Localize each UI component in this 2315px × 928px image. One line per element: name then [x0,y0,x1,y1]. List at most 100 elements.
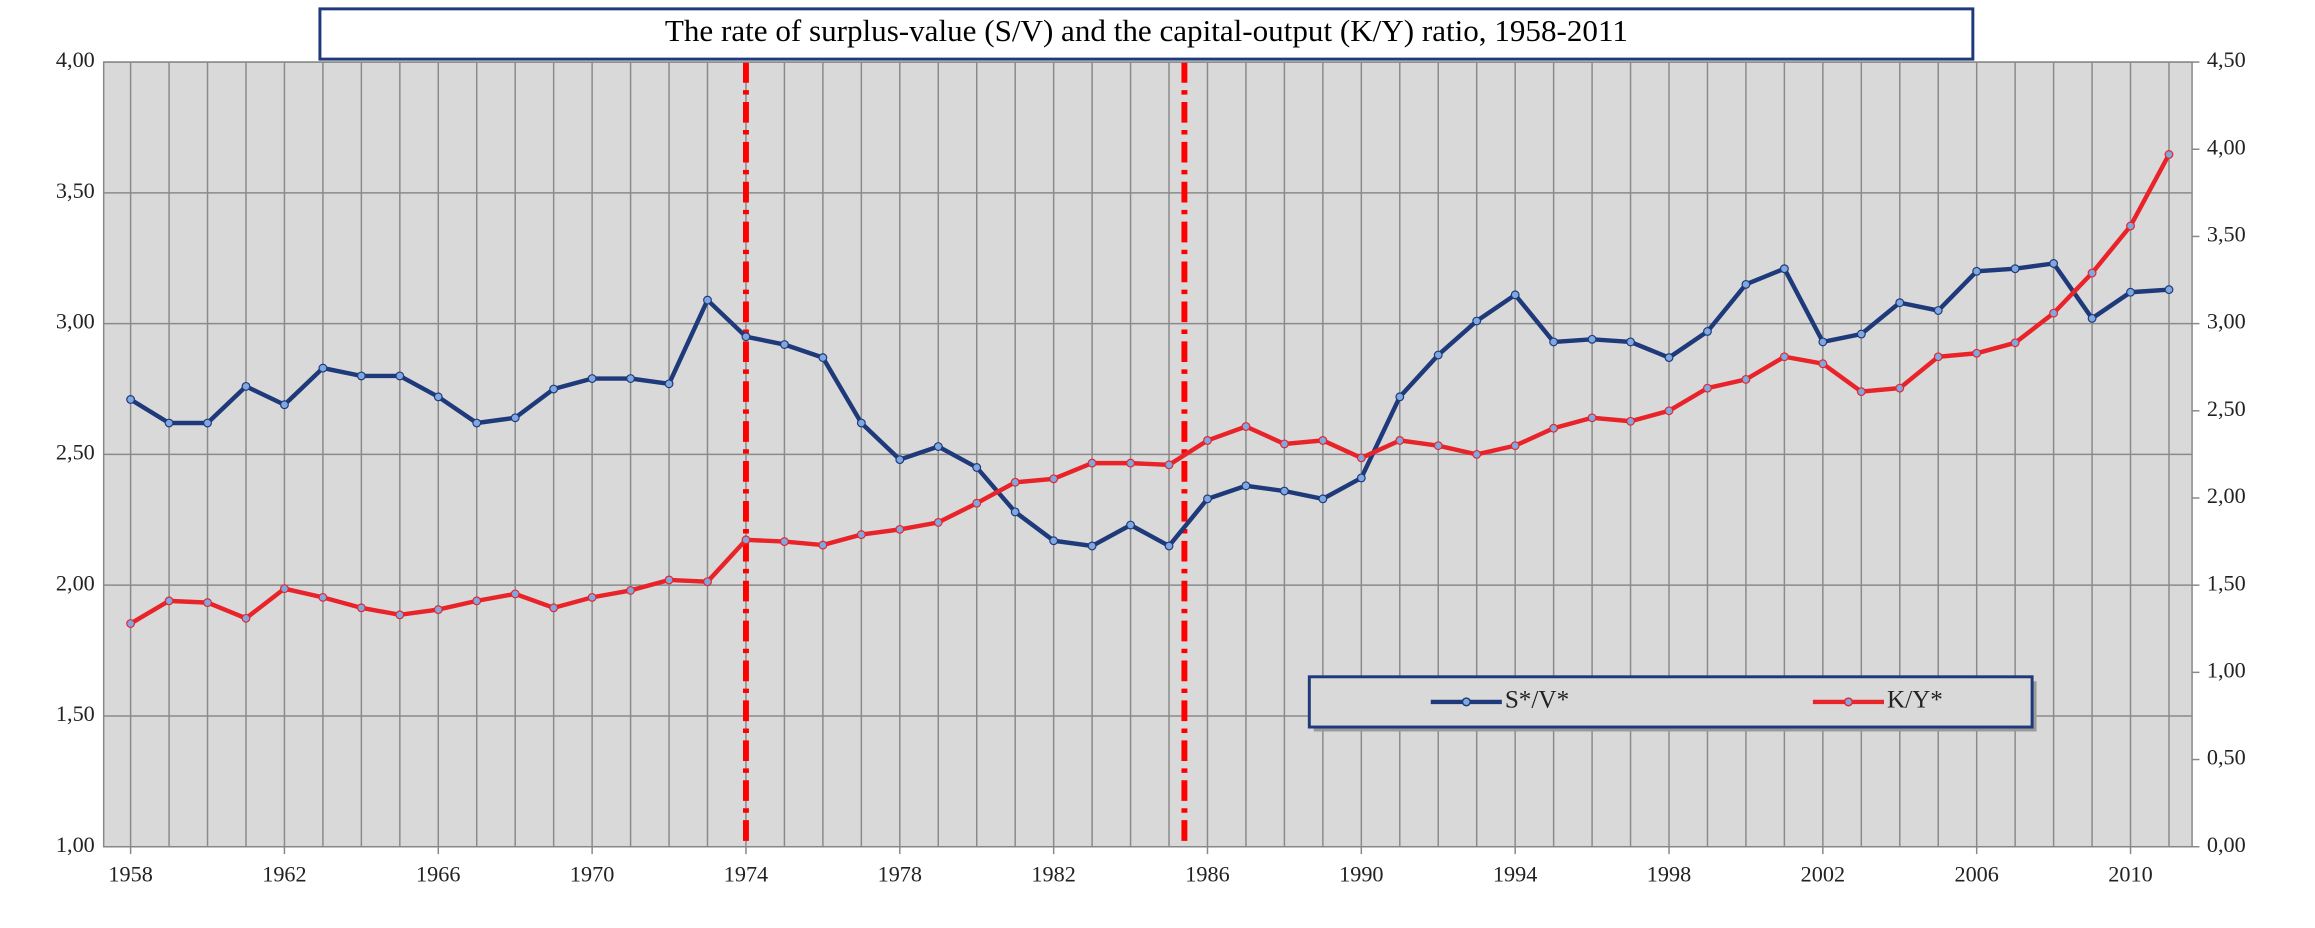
point [2126,221,2135,231]
point [741,332,751,342]
point [164,596,174,606]
point [1203,436,1212,445]
point [1972,348,1982,358]
point [1164,541,1174,551]
point [1087,541,1097,551]
point [203,418,212,428]
point [1433,350,1443,360]
point [1049,474,1059,484]
point [164,418,174,428]
x-tick-label: 1986 [1185,861,1229,886]
x-tick-label: 1974 [724,861,768,886]
point [472,596,482,606]
point [626,585,636,595]
legend-label: S*/V* [1505,687,1569,714]
chart-title: The rate of surplus-value (S/V) and the … [665,13,1628,48]
point [1356,453,1366,463]
point [1395,436,1405,445]
legend-box [1307,675,2034,729]
point [395,610,405,620]
point [510,413,520,423]
point [1779,264,1789,274]
point [1241,481,1251,491]
y-tick-label: 1,00 [56,832,95,857]
point [472,418,482,428]
x-tick-label: 2010 [2108,861,2152,886]
point [2164,285,2174,295]
x-tick-label: 1990 [1339,861,1383,886]
y2-tick-label: 3,00 [2207,309,2246,334]
point [1741,374,1751,384]
point [2087,268,2097,278]
y2-tick-label: 1,00 [2207,657,2246,682]
point [1472,449,1482,459]
point [2010,338,2020,348]
point [741,535,751,545]
point [664,575,674,585]
series-line [129,261,2170,549]
point [972,463,982,472]
point [1126,520,1136,530]
point [587,374,597,383]
point [2087,313,2097,323]
point [241,613,251,623]
point [1818,337,1828,347]
point [856,530,866,540]
y-tick-label: 4,00 [56,47,95,72]
point [664,379,674,389]
point [1510,441,1520,451]
point [356,371,366,381]
point [779,340,789,349]
x-tick-label: 1978 [878,861,922,886]
point [587,592,597,602]
point [818,353,828,363]
point [433,605,443,615]
point [1933,352,1943,362]
point [126,395,136,404]
point [549,603,559,613]
point [1895,383,1905,393]
legend-marker [1461,697,1471,707]
point [2164,150,2174,159]
point [1703,327,1712,336]
point [1010,507,1020,517]
x-tick-label: 1982 [1031,861,1075,886]
point [510,589,520,599]
point [1933,306,1943,315]
point [279,400,289,410]
x-tick-label: 1970 [570,861,614,886]
point [1856,387,1866,397]
y2-tick-label: 1,50 [2207,570,2246,595]
point [1741,279,1751,289]
point [1164,460,1174,470]
legend-marker [1843,697,1854,707]
x-tick-label: 1958 [108,861,152,886]
point [779,537,789,547]
series-line [129,153,2171,626]
point [1010,477,1020,487]
point [1818,359,1828,369]
point [933,517,943,527]
point [1779,352,1789,362]
y-tick-label: 3,50 [56,178,95,203]
point [1433,441,1443,451]
point [818,540,828,550]
point [203,598,212,608]
x-tick-label: 1998 [1647,861,1691,886]
y2-tick-label: 2,00 [2207,483,2246,508]
point [703,295,712,305]
point [1510,290,1520,300]
point [549,384,559,394]
point [318,592,328,602]
y-tick-label: 3,00 [56,309,95,334]
point [895,455,905,465]
point [1049,536,1059,546]
point [1241,422,1251,431]
point [2010,264,2020,274]
point [279,584,289,594]
x-tick-label: 2002 [1801,861,1845,886]
y2-tick-label: 4,50 [2207,47,2246,72]
x-tick-label: 2006 [1954,861,1998,886]
x-tick-label: 1962 [262,861,306,886]
